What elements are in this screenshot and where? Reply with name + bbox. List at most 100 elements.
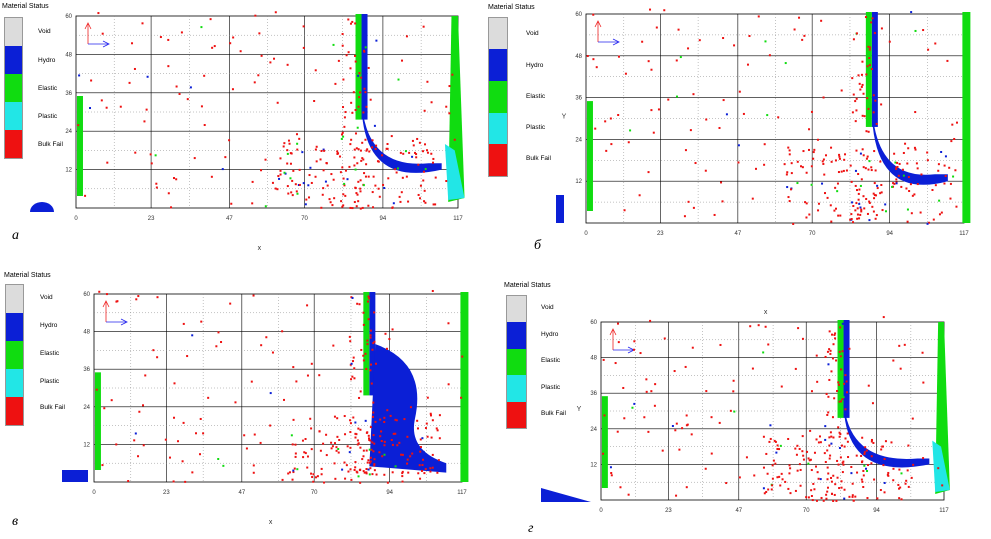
fragment-point bbox=[315, 160, 318, 163]
fragment-point bbox=[692, 93, 695, 96]
fragment-point bbox=[342, 193, 345, 196]
fragment-point bbox=[797, 327, 800, 330]
fragment-point bbox=[844, 437, 847, 440]
fragment-point bbox=[850, 466, 853, 469]
fragment-point bbox=[725, 113, 728, 116]
fragment-point bbox=[432, 157, 435, 160]
fragment-point bbox=[438, 414, 441, 417]
fragment-point bbox=[210, 175, 213, 178]
fragment-point bbox=[276, 101, 279, 104]
fragment-point bbox=[375, 39, 378, 42]
fragment-point bbox=[884, 440, 887, 443]
fragment-point bbox=[399, 200, 402, 203]
fragment-point bbox=[420, 469, 423, 472]
fragment-point bbox=[341, 468, 344, 471]
fragment-point bbox=[912, 463, 915, 466]
fragment-point bbox=[867, 45, 870, 48]
fragment-point bbox=[314, 148, 317, 151]
fragment-point bbox=[892, 467, 895, 470]
fragment-point bbox=[777, 116, 780, 119]
fragment-point bbox=[862, 154, 865, 157]
fragment-point bbox=[857, 74, 860, 77]
fragment-point bbox=[845, 391, 848, 394]
fragment-point bbox=[372, 342, 375, 345]
fragment-point bbox=[260, 344, 263, 347]
hydro-blob bbox=[541, 488, 591, 502]
x-tick-label: 94 bbox=[873, 508, 880, 514]
fragment-point bbox=[873, 32, 876, 35]
fragment-point bbox=[363, 172, 366, 175]
fragment-point bbox=[100, 99, 103, 102]
fragment-point bbox=[815, 438, 818, 441]
fragment-point bbox=[694, 162, 697, 165]
fragment-point bbox=[610, 143, 613, 146]
fragment-point bbox=[264, 158, 267, 161]
fragment-point bbox=[776, 444, 779, 447]
fragment-point bbox=[603, 414, 606, 417]
fragment-point bbox=[751, 367, 754, 370]
fragment-point bbox=[232, 36, 235, 39]
fragment-point bbox=[767, 488, 770, 491]
fragment-point bbox=[881, 445, 884, 448]
fragment-point bbox=[849, 218, 852, 221]
y-tick-label: 36 bbox=[65, 91, 72, 97]
fragment-point bbox=[798, 447, 801, 450]
fragment-point bbox=[870, 68, 873, 71]
fragment-point bbox=[803, 34, 806, 37]
fragment-point bbox=[834, 337, 837, 340]
fragment-point bbox=[851, 201, 854, 204]
fragment-point bbox=[866, 65, 869, 68]
fragment-point bbox=[330, 441, 333, 444]
fragment-point bbox=[871, 205, 874, 208]
fragment-point bbox=[757, 15, 760, 18]
hydro-flow bbox=[369, 344, 447, 473]
fragment-point bbox=[137, 295, 140, 298]
fragment-point bbox=[802, 150, 805, 153]
panel-letter: г bbox=[528, 521, 534, 536]
fragment-point bbox=[364, 138, 367, 141]
fragment-point bbox=[383, 186, 386, 189]
fragment-point bbox=[373, 469, 376, 472]
fragment-point bbox=[826, 466, 829, 469]
fragment-point bbox=[325, 433, 328, 436]
legend-swatch-hydro bbox=[5, 46, 22, 74]
fragment-point bbox=[592, 13, 595, 16]
fragment-point bbox=[867, 130, 870, 133]
fragment-point bbox=[349, 431, 352, 434]
fragment-point bbox=[365, 468, 368, 471]
hydro-blob bbox=[556, 195, 564, 223]
fragment-point bbox=[617, 341, 620, 344]
fragment-point bbox=[291, 194, 294, 197]
fragment-point bbox=[429, 467, 432, 470]
fragment-point bbox=[295, 133, 298, 136]
fragment-point bbox=[401, 176, 404, 179]
fragment-point bbox=[411, 155, 414, 158]
fragment-point bbox=[373, 124, 376, 127]
fragment-point bbox=[167, 65, 170, 68]
fragment-point bbox=[788, 200, 791, 203]
fragment-point bbox=[367, 295, 370, 298]
fragment-point bbox=[826, 350, 829, 353]
fragment-point bbox=[445, 105, 448, 108]
panel-letter: б bbox=[534, 238, 542, 253]
fragment-point bbox=[810, 469, 813, 472]
fragment-point bbox=[874, 99, 877, 102]
fragment-point bbox=[291, 179, 294, 182]
legend-label-void: Void bbox=[526, 30, 539, 37]
fragment-point bbox=[320, 473, 323, 476]
fragment-point bbox=[351, 111, 354, 114]
fragment-point bbox=[431, 419, 434, 422]
fragment-point bbox=[911, 417, 914, 420]
fragment-point bbox=[838, 350, 841, 353]
fragment-point bbox=[365, 449, 368, 452]
fragment-point bbox=[373, 311, 376, 314]
fragment-point bbox=[391, 471, 394, 474]
fragment-point bbox=[675, 494, 678, 497]
fragment-point bbox=[290, 152, 293, 155]
fragment-point bbox=[296, 192, 299, 195]
fragment-point bbox=[279, 157, 282, 160]
fragment-point bbox=[854, 100, 857, 103]
fragment-point bbox=[359, 390, 362, 393]
fragment-point bbox=[868, 57, 871, 60]
fragment-point bbox=[251, 180, 254, 183]
